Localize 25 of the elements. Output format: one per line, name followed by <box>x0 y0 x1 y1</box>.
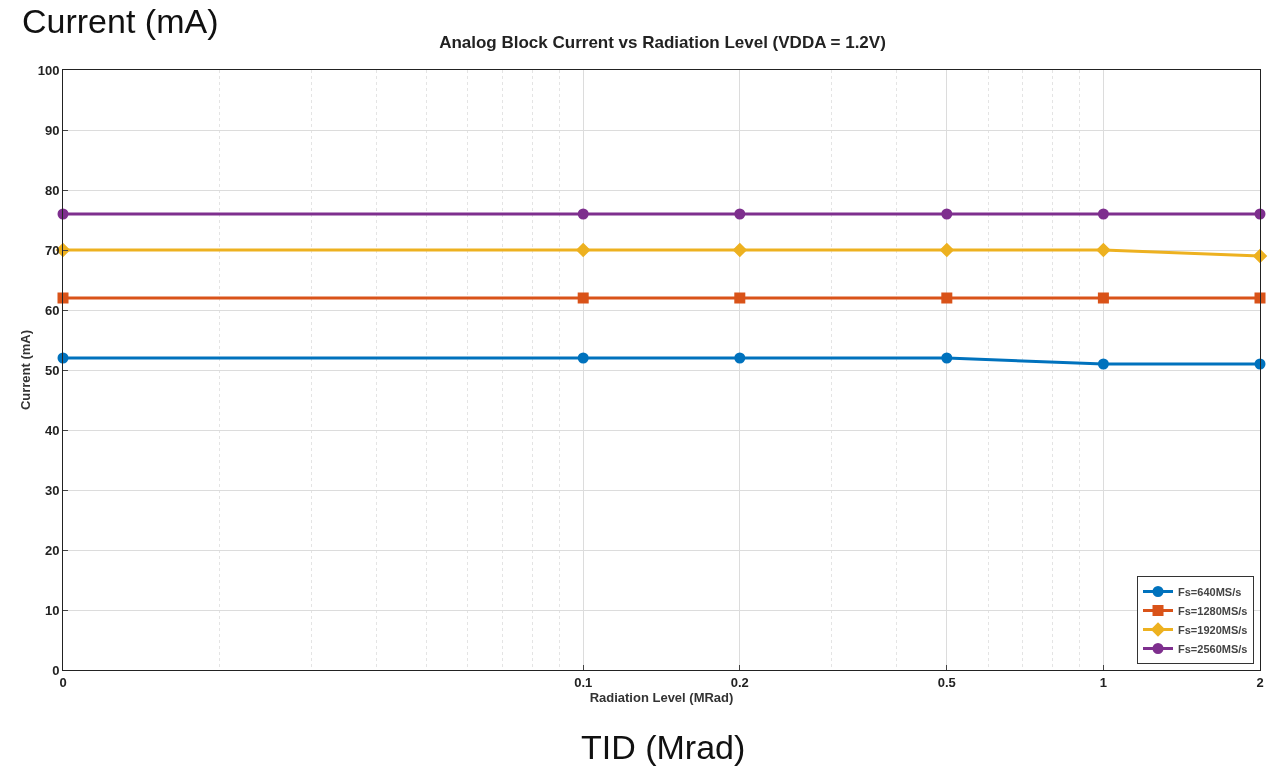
y-tick-label: 40 <box>44 422 60 438</box>
y-tick-label: 60 <box>44 302 60 318</box>
legend-label: Fs=2560MS/s <box>1178 642 1248 655</box>
y-axis-title: Current (mA) <box>17 329 33 411</box>
legend-label: Fs=1920MS/s <box>1178 623 1248 636</box>
y-tick-label: 90 <box>44 122 60 138</box>
text: Current (mA) <box>22 2 219 40</box>
x-tick-label: 2 <box>1256 674 1264 690</box>
chart-title: Analog Block Current vs Radiation Level (VDDA = 1.2V) <box>439 33 886 53</box>
text: TID (Mrad) <box>581 728 746 766</box>
x-tick-label: 0.1 <box>574 674 593 690</box>
x-axis-title: Radiation Level (MRad) <box>589 690 734 706</box>
y-tick-label: 50 <box>44 362 60 378</box>
legend-label: Fs=640MS/s <box>1178 585 1242 598</box>
y-tick-label: 80 <box>44 182 60 198</box>
x-tick-label: 0.5 <box>937 674 956 690</box>
x-tick-label: 1 <box>1099 674 1108 690</box>
y-tick-label: 100 <box>37 62 60 78</box>
y-tick-label: 30 <box>44 482 60 498</box>
legend-label: Fs=1280MS/s <box>1178 604 1248 617</box>
y-tick-label: 20 <box>44 542 60 558</box>
y-tick-label: 0 <box>52 662 60 678</box>
y-tick-label: 10 <box>44 602 60 618</box>
x-tick-label: 0.2 <box>730 674 749 690</box>
y-tick-label: 70 <box>44 242 60 258</box>
